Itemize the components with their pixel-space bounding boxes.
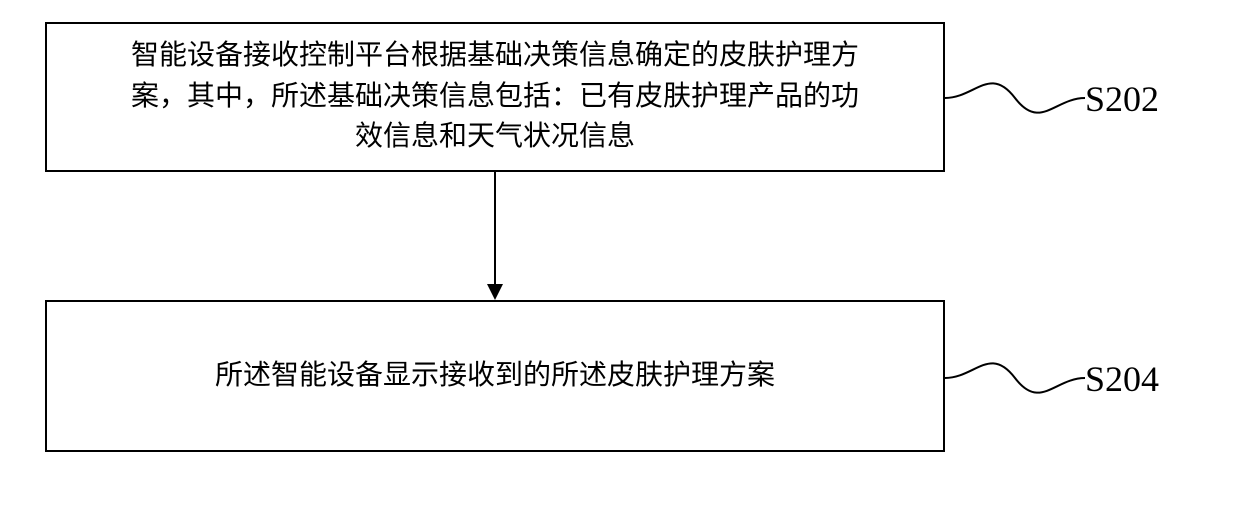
node-2-text: 所述智能设备显示接收到的所述皮肤护理方案	[215, 356, 775, 397]
label-curve-1	[945, 70, 1085, 126]
flowchart-node-1: 智能设备接收控制平台根据基础决策信息确定的皮肤护理方 案，其中，所述基础决策信息…	[45, 22, 945, 172]
step-label-2: S204	[1085, 358, 1159, 400]
flowchart-node-2: 所述智能设备显示接收到的所述皮肤护理方案	[45, 300, 945, 452]
label-curve-2	[945, 350, 1085, 406]
arrow-n1-n2	[480, 172, 510, 302]
step-label-1: S202	[1085, 78, 1159, 120]
node-1-text: 智能设备接收控制平台根据基础决策信息确定的皮肤护理方 案，其中，所述基础决策信息…	[131, 36, 859, 158]
flowchart-container: 智能设备接收控制平台根据基础决策信息确定的皮肤护理方 案，其中，所述基础决策信息…	[0, 0, 1240, 507]
